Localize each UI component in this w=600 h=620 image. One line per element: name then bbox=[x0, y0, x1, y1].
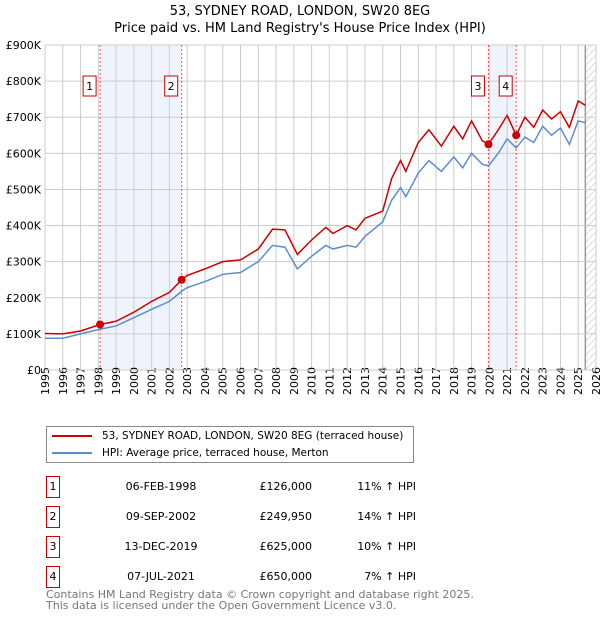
sale-point bbox=[177, 275, 186, 284]
x-tick-label: 2006 bbox=[235, 367, 248, 395]
sale-row: 4 07-JUL-2021 £650,000 7% ↑ HPI bbox=[46, 566, 586, 588]
x-tick-label: 2012 bbox=[341, 367, 354, 395]
x-tick-label: 2013 bbox=[359, 367, 372, 395]
sale-price: £249,950 bbox=[259, 510, 313, 523]
sale-marker-label: 2 bbox=[168, 80, 175, 93]
y-tick-label: £400K bbox=[6, 220, 42, 233]
x-tick-label: 2000 bbox=[128, 367, 141, 395]
y-tick-label: £600K bbox=[6, 147, 42, 160]
x-tick-label: 1998 bbox=[92, 367, 105, 395]
y-tick-label: £500K bbox=[6, 183, 42, 196]
x-tick-label: 2025 bbox=[572, 367, 585, 395]
forecast-hatch bbox=[585, 45, 596, 370]
x-tick-label: 1996 bbox=[57, 367, 70, 395]
sale-period-shade bbox=[488, 45, 517, 370]
x-tick-label: 2026 bbox=[590, 367, 600, 395]
sale-marker-label: 3 bbox=[474, 80, 481, 93]
x-tick-label: 2023 bbox=[537, 367, 550, 395]
y-tick-label: £800K bbox=[6, 75, 42, 88]
legend-blue-line bbox=[52, 452, 92, 454]
x-tick-label: 2009 bbox=[288, 367, 301, 395]
chart-subtitle: Price paid vs. HM Land Registry's House … bbox=[114, 21, 486, 36]
sale-marker-label: 4 bbox=[502, 80, 509, 93]
x-tick-label: 2021 bbox=[501, 367, 514, 395]
x-tick-label: 2024 bbox=[554, 367, 567, 395]
x-tick-label: 2005 bbox=[217, 367, 230, 395]
x-tick-label: 2003 bbox=[181, 367, 194, 395]
sale-hpi-diff: 10% ↑ HPI bbox=[357, 540, 416, 553]
sale-row: 1 06-FEB-1998 £126,000 11% ↑ HPI bbox=[46, 476, 586, 498]
x-tick-label: 2010 bbox=[306, 367, 319, 395]
x-tick-label: 1999 bbox=[110, 367, 123, 395]
sale-number: 1 bbox=[46, 476, 60, 498]
footer-line-2: This data is licensed under the Open Gov… bbox=[46, 599, 397, 612]
sale-date: 09-SEP-2002 bbox=[125, 510, 197, 523]
x-tick-label: 2015 bbox=[394, 367, 407, 395]
x-tick-label: 2022 bbox=[519, 367, 532, 395]
x-tick-label: 2020 bbox=[483, 367, 496, 395]
y-tick-label: £700K bbox=[6, 111, 42, 124]
sale-marker-box bbox=[470, 75, 485, 97]
series-line bbox=[45, 119, 586, 339]
sale-price: £126,000 bbox=[259, 480, 313, 493]
sale-marker-box bbox=[82, 75, 97, 97]
x-tick-label: 2008 bbox=[270, 367, 283, 395]
sale-date: 13-DEC-2019 bbox=[124, 540, 198, 553]
sale-date: 07-JUL-2021 bbox=[127, 570, 195, 583]
x-tick-label: 2011 bbox=[323, 367, 336, 395]
sale-point bbox=[484, 140, 493, 149]
sale-hpi-diff: 11% ↑ HPI bbox=[357, 480, 416, 493]
sale-date: 06-FEB-1998 bbox=[125, 480, 197, 493]
footer: Contains HM Land Registry data © Crown c… bbox=[46, 589, 474, 611]
y-tick-label: £900K bbox=[6, 39, 42, 52]
chart-title: 53, SYDNEY ROAD, LONDON, SW20 8EG bbox=[169, 4, 431, 19]
sale-marker-box bbox=[498, 75, 513, 97]
y-tick-label: £0 bbox=[27, 364, 41, 377]
x-tick-label: 2014 bbox=[377, 367, 390, 395]
y-tick-label: £200K bbox=[6, 292, 42, 305]
x-tick-label: 2001 bbox=[146, 367, 159, 395]
sale-period-shade bbox=[100, 45, 182, 370]
y-tick-label: £300K bbox=[6, 256, 42, 269]
sale-number: 4 bbox=[46, 566, 60, 588]
legend: 53, SYDNEY ROAD, LONDON, SW20 8EG (terra… bbox=[46, 426, 414, 463]
footer-line-1: Contains HM Land Registry data © Crown c… bbox=[46, 588, 474, 601]
sale-point bbox=[512, 131, 521, 140]
sale-hpi-diff: 14% ↑ HPI bbox=[357, 510, 416, 523]
sale-number: 3 bbox=[46, 536, 60, 558]
sale-hpi-diff: 7% ↑ HPI bbox=[364, 570, 416, 583]
x-tick-label: 2017 bbox=[430, 367, 443, 395]
x-tick-label: 1997 bbox=[75, 367, 88, 395]
sale-price: £650,000 bbox=[259, 570, 313, 583]
sale-number: 2 bbox=[46, 506, 60, 528]
sale-marker-box bbox=[164, 75, 179, 97]
x-tick-label: 2002 bbox=[163, 367, 176, 395]
x-tick-label: 2019 bbox=[466, 367, 479, 395]
x-tick-label: 2007 bbox=[252, 367, 265, 395]
legend-label-property: 53, SYDNEY ROAD, LONDON, SW20 8EG (terra… bbox=[102, 430, 404, 442]
x-tick-label: 2018 bbox=[448, 367, 461, 395]
legend-red-line bbox=[52, 435, 92, 437]
legend-label-hpi: HPI: Average price, terraced house, Mert… bbox=[102, 447, 329, 459]
sale-row: 2 09-SEP-2002 £249,950 14% ↑ HPI bbox=[46, 506, 586, 528]
x-tick-label: 2016 bbox=[412, 367, 425, 395]
x-tick-label: 1995 bbox=[39, 367, 52, 395]
series-line bbox=[44, 99, 586, 335]
x-tick-label: 2004 bbox=[199, 367, 212, 395]
sale-marker-label: 1 bbox=[86, 80, 93, 93]
plot-area: 1995 1996 1997 1998 1999 2000 2001 2002 2003 2004… bbox=[6, 39, 600, 395]
sale-point bbox=[96, 320, 105, 329]
sale-price: £625,000 bbox=[259, 540, 313, 553]
y-tick-label: £100K bbox=[6, 328, 42, 341]
sale-row: 3 13-DEC-2019 £625,000 10% ↑ HPI bbox=[46, 536, 586, 558]
